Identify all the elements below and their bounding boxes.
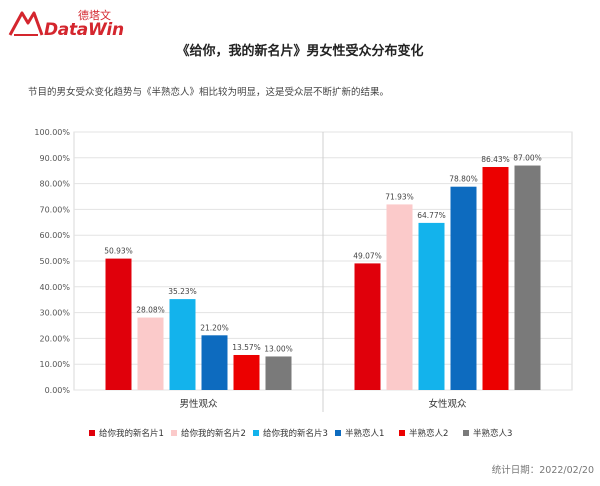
data-label: 87.00% [513,154,542,163]
legend-label: 给你我的新名片1 [99,428,164,439]
bar [514,165,541,390]
y-tick-label: 100.00% [34,128,70,137]
chart-subtitle: 节目的男女受众变化趋势与《半熟恋人》相比较为明显，这是受众层不断扩新的结果。 [28,87,390,98]
data-label: 64.77% [417,211,446,220]
y-axis-ticks: 0.00% 10.00% 20.00% 30.00% 40.00% 50.00% 60.00… [34,128,70,395]
data-labels: 50.93% 28.08% 35.23% 21.20% 13.57% 13.00% 49.0… [104,154,542,354]
logo-wordmark: DataWin [44,20,124,40]
y-tick-label: 80.00% [39,180,70,189]
bar [201,335,228,390]
legend: 给你我的新名片1 给你我的新名片2 给你我的新名片3 半熟恋人1 半熟恋人2 半熟恋人3 [89,428,512,439]
x-category-label: 男性观众 [179,398,218,410]
legend-label: 给你我的新名片3 [263,428,328,439]
legend-swatch [399,430,405,436]
legend-label: 半熟恋人3 [473,428,512,439]
legend-swatch [171,430,177,436]
data-label: 49.07% [353,251,382,260]
legend-swatch [89,430,95,436]
bar [482,167,509,390]
y-tick-label: 0.00% [45,386,71,395]
bars [105,165,541,390]
bar [386,204,413,390]
data-label: 13.00% [264,344,293,353]
y-tick-label: 10.00% [39,360,70,369]
data-label: 35.23% [168,287,197,296]
datawin-logo-icon [8,11,44,36]
legend-label: 半熟恋人2 [409,428,448,439]
data-label: 78.80% [449,175,478,184]
bar [418,222,445,390]
y-tick-label: 90.00% [39,154,70,163]
x-axis-categories: 男性观众 女性观众 [179,398,467,410]
bar [233,354,260,390]
bar [354,263,381,390]
legend-swatch [463,430,469,436]
chart-title: 《给你，我的新名片》男女性受众分布变化 [176,44,424,59]
bar [450,186,477,390]
data-label: 50.93% [104,247,133,256]
x-category-label: 女性观众 [428,398,467,410]
bar [137,317,164,390]
y-tick-label: 50.00% [39,257,70,266]
y-tick-label: 70.00% [39,205,70,214]
legend-swatch [253,430,259,436]
bar [265,356,292,390]
y-tick-label: 30.00% [39,309,70,318]
bar [169,299,196,390]
legend-swatch [335,430,341,436]
bar-chart: 0.00% 10.00% 20.00% 30.00% 40.00% 50.00% 60.00… [34,128,573,439]
y-tick-label: 40.00% [39,283,70,292]
legend-label: 给你我的新名片2 [181,428,246,439]
data-label: 13.57% [232,343,261,352]
logo-chinese-name: 德塔文 [78,9,111,22]
y-tick-label: 20.00% [39,334,70,343]
stat-date: 统计日期：2022/02/20 [491,465,594,476]
data-label: 71.93% [385,192,414,201]
y-tick-label: 60.00% [39,231,70,240]
bar [105,258,132,390]
datawin-logo: 德塔文 DataWin [8,6,128,40]
data-label: 28.08% [136,306,165,315]
data-label: 21.20% [200,323,229,332]
legend-label: 半熟恋人1 [345,428,384,439]
data-label: 86.43% [481,155,510,164]
